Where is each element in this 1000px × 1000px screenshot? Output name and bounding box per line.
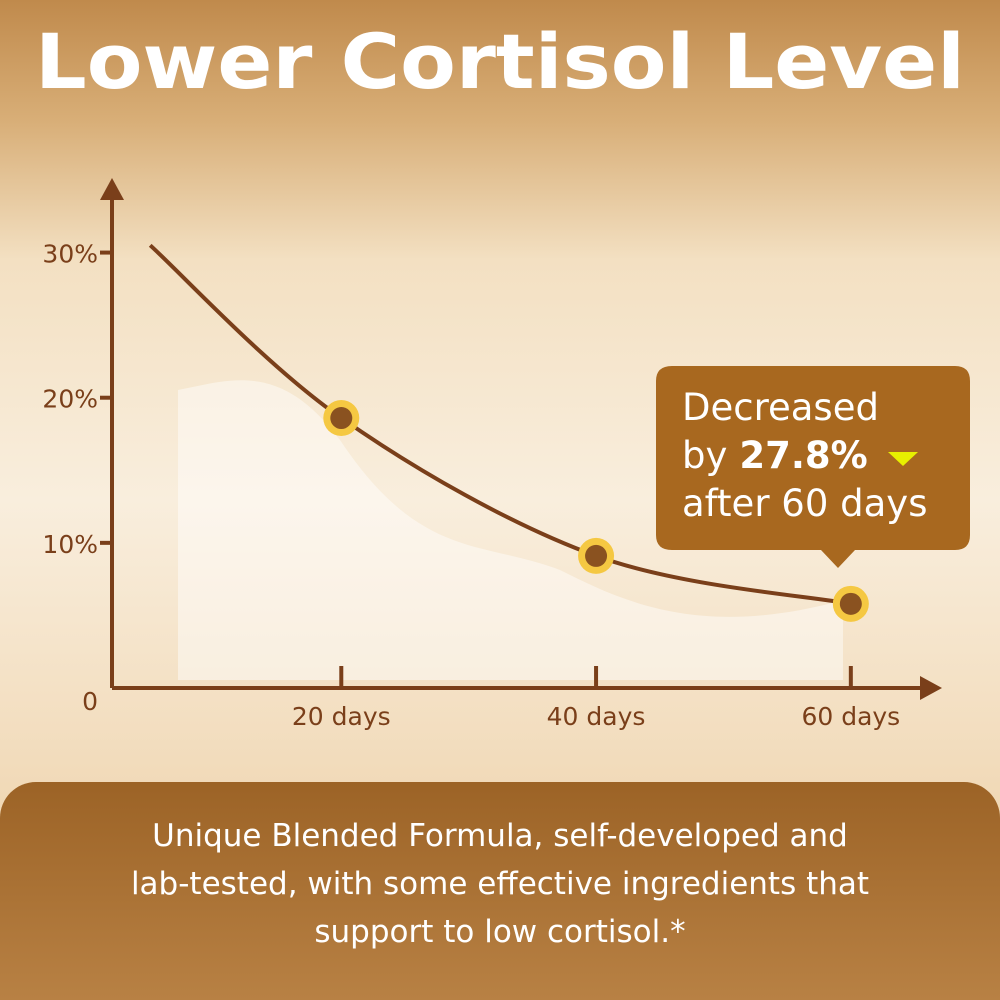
footnote-line: lab-tested, with some effective ingredie… bbox=[130, 866, 870, 902]
down-icon bbox=[888, 452, 918, 466]
x-tick-label: 20 days bbox=[292, 702, 391, 731]
x-tick-label: 40 days bbox=[547, 702, 646, 731]
y-arrow bbox=[100, 178, 124, 200]
footnote-panel: Unique Blended Formula, self-developed a… bbox=[0, 782, 1000, 1000]
data-point-core bbox=[585, 544, 608, 567]
chart-title: Lower Cortisol Level bbox=[35, 17, 965, 106]
footnote-line: support to low cortisol.* bbox=[314, 914, 686, 950]
callout-box bbox=[656, 366, 970, 568]
callout-prefix: by bbox=[682, 434, 727, 477]
x-tick-label: 60 days bbox=[801, 702, 900, 731]
axes bbox=[100, 178, 942, 700]
callout-line: after 60 days bbox=[682, 482, 927, 525]
y-tick-label: 0 bbox=[82, 687, 98, 716]
callout-value: 27.8% bbox=[739, 434, 867, 477]
decor-glow bbox=[178, 250, 843, 680]
data-point-core bbox=[330, 407, 353, 430]
x-arrow bbox=[920, 676, 942, 700]
data-point-core bbox=[839, 592, 862, 615]
callout-line: by 27.8% bbox=[682, 434, 868, 477]
y-tick-label: 20% bbox=[42, 385, 98, 414]
y-tick-label: 30% bbox=[42, 240, 98, 269]
y-tick-label: 10% bbox=[42, 530, 98, 559]
callout-line: Decreased bbox=[682, 386, 879, 429]
footnote-line: Unique Blended Formula, self-developed a… bbox=[152, 818, 848, 854]
data-line bbox=[148, 243, 852, 606]
callout: Decreased by 27.8% after 60 days bbox=[656, 366, 970, 568]
